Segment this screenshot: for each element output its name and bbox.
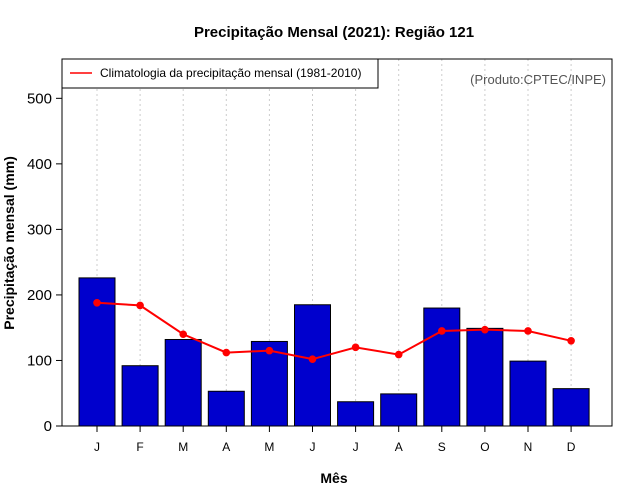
climatology-point-7 <box>394 350 403 359</box>
climatology-point-8 <box>438 327 446 335</box>
x-tick-label-8: S <box>438 440 446 454</box>
bar-7 <box>380 393 418 427</box>
climatology-line <box>96 301 572 361</box>
y-tick-label-1: 100 <box>27 352 52 369</box>
bar-6 <box>337 401 375 427</box>
bar-10 <box>509 360 547 427</box>
y-tick-label-2: 200 <box>27 287 52 304</box>
legend-box <box>61 58 379 89</box>
x-tick-label-11: D <box>567 440 576 454</box>
climatology-point-4 <box>265 346 274 355</box>
legend-entry-climatology: Climatologia da precipitação mensal (198… <box>100 66 361 80</box>
x-tick-label-5: J <box>310 440 316 454</box>
x-tick-label-0: J <box>94 440 100 454</box>
x-axis-label: Mês <box>320 470 347 486</box>
x-tick-label-9: O <box>480 440 489 454</box>
climatology-point-9 <box>481 325 489 334</box>
bar-5 <box>294 304 331 427</box>
y-tick-label-4: 400 <box>27 156 52 173</box>
bar-series <box>78 277 590 427</box>
bar-2 <box>164 338 202 427</box>
x-tick-label-4: M <box>264 440 274 454</box>
climatology-point-11 <box>567 337 575 345</box>
climatology-point-3 <box>222 348 231 357</box>
y-tick-label-3: 300 <box>27 221 52 238</box>
x-tick-label-1: F <box>136 440 143 454</box>
climatology-line-series <box>93 298 575 363</box>
climatology-point-5 <box>308 355 317 363</box>
climatology-point-0 <box>93 298 101 307</box>
bar-3 <box>207 390 245 427</box>
climatology-point-10 <box>524 327 532 335</box>
x-tick-label-3: A <box>222 440 230 454</box>
climatology-point-1 <box>136 301 144 310</box>
x-tick-label-7: A <box>395 440 403 454</box>
climatology-point-6 <box>351 343 360 352</box>
legend: Climatologia da precipitação mensal (198… <box>61 58 379 89</box>
climatology-point-2 <box>179 330 187 339</box>
bar-1 <box>121 365 159 427</box>
bar-9 <box>466 327 504 427</box>
bar-11 <box>552 388 590 427</box>
x-tick-label-6: J <box>353 440 359 454</box>
x-tick-label-10: N <box>524 440 533 454</box>
x-tick-label-2: M <box>178 440 188 454</box>
y-tick-label-5: 500 <box>27 90 52 107</box>
product-credit: (Produto:CPTEC/INPE) <box>470 72 606 87</box>
y-axis: 0 100 200 300 400 500 <box>27 90 62 435</box>
y-tick-label-0: 0 <box>44 418 52 435</box>
bar-8 <box>423 307 461 427</box>
y-axis-label: Precipitação mensal (mm) <box>1 156 17 330</box>
chart-title: Precipitação Mensal (2021): Região 121 <box>194 24 474 41</box>
